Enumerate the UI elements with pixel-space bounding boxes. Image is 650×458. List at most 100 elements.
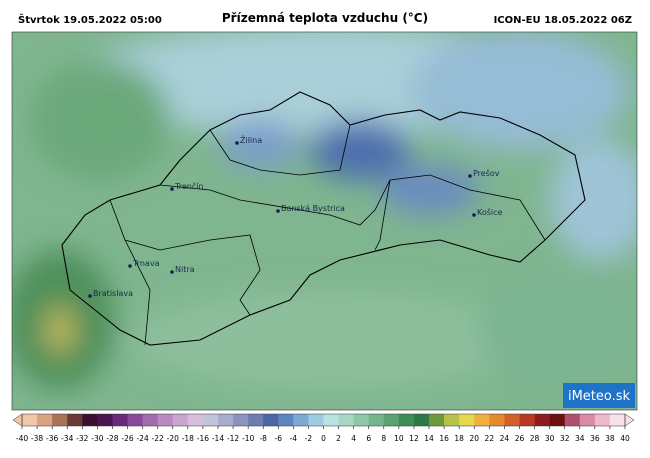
colorbar-tick-label: 36 [590,434,600,443]
colorbar-segment [504,414,520,426]
colorbar-segment [323,414,339,426]
temperature-field [12,32,637,410]
colorbar-tick-label: -8 [259,434,267,443]
colorbar-segment [263,414,279,426]
map-title: Přízemná teplota vzduchu (°C) [222,11,428,25]
colorbar-segment [519,414,535,426]
colorbar-segment [338,414,354,426]
city-dot [128,264,132,268]
city-dot [468,174,472,178]
colorbar-tick-label: -2 [305,434,313,443]
colorbar-tick-label: 14 [424,434,434,443]
colorbar-segment [579,414,596,426]
city-label: Trenčín [174,181,204,191]
colorbar-segment [459,414,475,426]
colorbar-segment [534,414,550,426]
colorbar-segment [474,414,490,426]
colorbar-tick-label: 12 [409,434,419,443]
colorbar-tick-label: 30 [545,434,555,443]
city-dot [472,213,476,217]
city-dot [276,209,280,213]
city-dot [170,187,174,191]
city-dot [235,141,239,145]
colorbar-tick-label: 28 [530,434,540,443]
colorbar-end [12,413,23,427]
colorbar-segment [22,414,38,426]
colorbar-segment [429,414,445,426]
colorbar-segment [248,414,264,426]
colorbar-tick-label: -32 [76,434,88,443]
city-label: Bratislava [93,289,133,298]
colorbar-segment [594,414,611,426]
colorbar-tick-label: 24 [500,434,510,443]
colorbar-tick-label: 0 [321,434,326,443]
colorbar-tick-label: 18 [454,434,464,443]
colorbar-segment [549,414,565,426]
colorbar-tick-label: -20 [167,434,179,443]
city-label: Trnava [132,259,160,268]
colorbar-segment [383,414,400,426]
colorbar-tick-label: -30 [91,434,103,443]
city-dot [88,294,92,298]
colorbar-tick-label: -4 [290,434,298,443]
colorbar-tick-label: 8 [381,434,386,443]
colorbar-segment [82,414,98,426]
colorbar-tick-label: -34 [61,434,73,443]
colorbar-segment [97,414,113,426]
colorbar-segment [112,414,128,426]
colorbar-tick-label: -24 [136,434,148,443]
city-label: Prešov [473,168,500,178]
colorbar-tick-label: -40 [16,434,28,443]
logo-text: iMeteo.sk [568,389,631,404]
date-label: Štvrtok 19.05.2022 05:00 [18,13,162,26]
colorbar-tick-label: -6 [275,434,283,443]
colorbar-segment [127,414,143,426]
logo: iMeteo.sk [563,383,635,408]
colorbar-segment [278,414,294,426]
city-label: Nitra [175,265,195,274]
colorbar-segment [172,414,189,426]
colorbar-tick-label: -26 [121,434,133,443]
colorbar-tick-label: 6 [366,434,371,443]
colorbar-segment [202,414,219,426]
colorbar-tick-label: -18 [182,434,194,443]
colorbar-tick-label: -36 [46,434,58,443]
colorbar-end [624,413,635,427]
colorbar-tick-label: -28 [106,434,118,443]
colorbar-segment [52,414,68,426]
colorbar-tick-label: 20 [469,434,479,443]
colorbar-segment [564,414,581,426]
colorbar-segment [233,414,249,426]
colorbar-segment [368,414,385,426]
city-layer: Žilina Prešov Trenčín Banská Bystrica Košice… [88,134,503,298]
colorbar-tick-label: -22 [152,434,164,443]
model-label: ICON-EU 18.05.2022 06Z [494,15,632,26]
colorbar-segment [308,414,324,426]
colorbar-tick-label: 16 [439,434,449,443]
colorbar-segment [157,414,174,426]
colorbar-segment [353,414,370,426]
map-frame [11,31,638,411]
colorbar-segment [489,414,505,426]
colorbar-tick-label: 2 [336,434,341,443]
colorbar-tick-label: 4 [351,434,356,443]
colorbar-tick-label: 10 [394,434,404,443]
colorbar-segment [142,414,158,426]
colorbar-segment [217,414,234,426]
city-dot [170,270,174,274]
colorbar-segment [413,414,430,426]
colorbar-tick-label: -10 [242,434,254,443]
colorbar-segment [444,414,460,426]
colorbar-tick-label: -38 [31,434,43,443]
colorbar-tick-label: -16 [197,434,209,443]
city-label: Košice [477,207,503,217]
colorbar-tick-label: -12 [227,434,239,443]
colorbar-segment [398,414,415,426]
colorbar-tick-label: -14 [212,434,224,443]
city-label: Banská Bystrica [281,204,345,213]
colorbar: -40 -38 -36 -34 -32 -30 -28 -26 -24 -22 -20 -18 -16-… [12,413,635,443]
colorbar-tick-label: 22 [485,434,495,443]
colorbar-segment [37,414,53,426]
colorbar-tick-label: 34 [575,434,585,443]
